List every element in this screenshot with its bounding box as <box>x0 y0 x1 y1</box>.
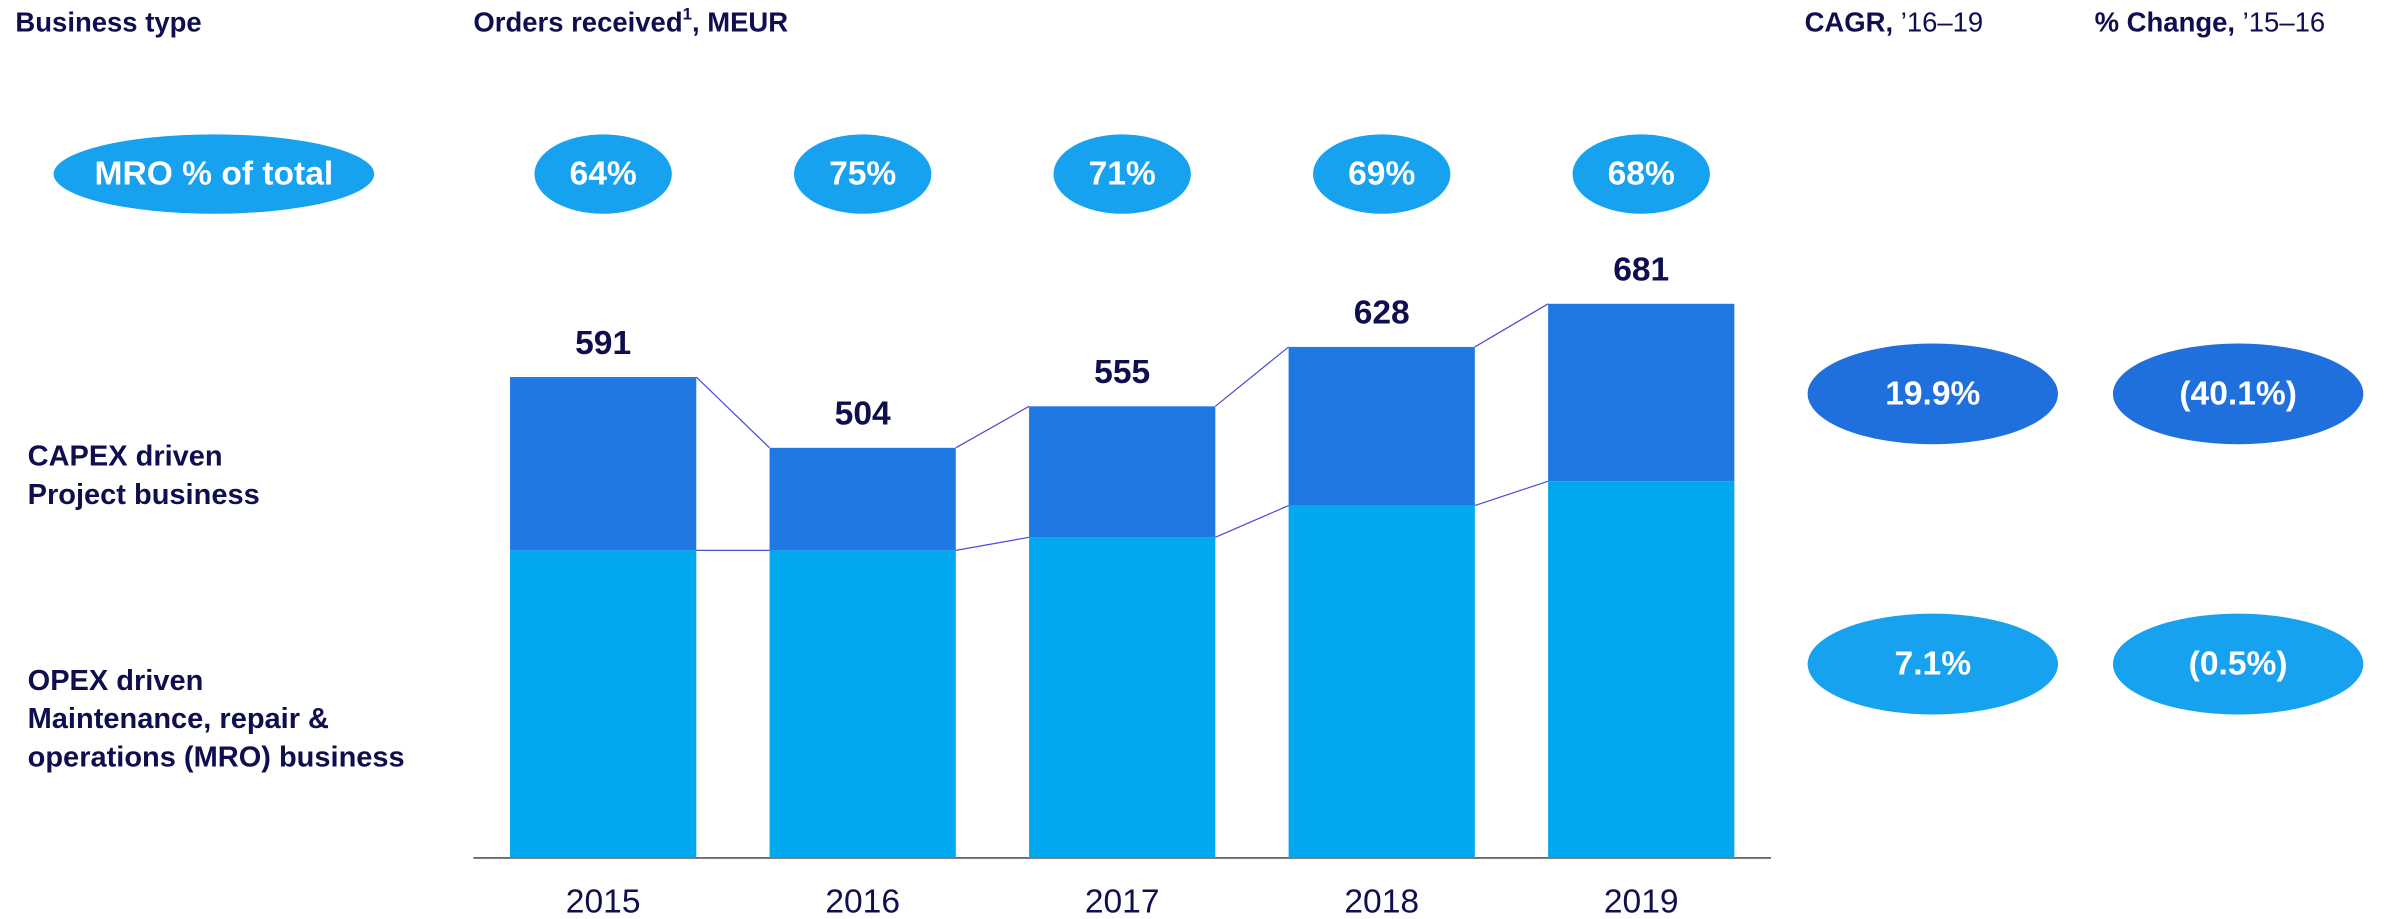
series-label: OPEX driven <box>28 665 204 697</box>
total-label: 504 <box>835 396 891 433</box>
change-label: (40.1%) <box>2179 375 2297 412</box>
total-label: 555 <box>1094 354 1150 391</box>
connector <box>1474 303 1549 348</box>
cagr-pill <box>1807 343 2058 445</box>
x-tick-label: 2019 <box>1604 884 1679 919</box>
connector <box>955 536 1030 551</box>
mro-label: 75% <box>829 155 896 192</box>
x-tick-label: 2018 <box>1344 884 1419 919</box>
total-label: 591 <box>575 325 631 362</box>
connector <box>955 405 1030 449</box>
bar-segment <box>1029 406 1216 538</box>
mro-title-pill <box>53 134 375 214</box>
bar-segment <box>1288 346 1475 506</box>
total-label: 628 <box>1354 295 1410 332</box>
total-label: 681 <box>1613 252 1669 289</box>
header-change: % Change, ’15–16 <box>2095 7 2326 38</box>
mro-label: 69% <box>1348 155 1415 192</box>
series-label: Project business <box>28 479 260 511</box>
mro-label: 68% <box>1608 155 1675 192</box>
series-label: Maintenance, repair & <box>28 703 329 735</box>
mro-title: MRO % of total <box>95 155 334 192</box>
change-label: (0.5%) <box>2189 645 2288 682</box>
mro-label: 71% <box>1089 155 1156 192</box>
bar-segment <box>769 550 956 858</box>
header-change-label: % Change, <box>2095 7 2235 38</box>
header-orders-text: Orders received <box>473 7 682 38</box>
mro-badge <box>1313 134 1451 214</box>
header-change-period: ’15–16 <box>2235 7 2325 38</box>
change-pill <box>2112 343 2364 445</box>
bar-segment <box>1029 537 1216 858</box>
header-cagr-period: ’16–19 <box>1893 7 1983 38</box>
cagr-label: 7.1% <box>1895 645 1972 682</box>
bar-segment <box>1548 303 1735 482</box>
mro-badge <box>534 134 672 214</box>
bar-segment <box>1548 481 1735 858</box>
header-unit: , MEUR <box>692 7 788 38</box>
connector <box>1474 480 1549 507</box>
cagr-label: 19.9% <box>1885 375 1980 412</box>
series-label: CAPEX driven <box>28 441 223 473</box>
header-footnote: 1 <box>683 5 692 24</box>
x-tick-label: 2015 <box>566 884 641 919</box>
bar-segment <box>1288 505 1475 858</box>
series-label: operations (MRO) business <box>28 741 405 773</box>
header-orders: Orders received1, MEUR <box>473 5 788 38</box>
header-cagr: CAGR, ’16–19 <box>1805 7 1984 38</box>
mro-badge <box>1572 134 1710 214</box>
mro-label: 64% <box>570 155 637 192</box>
header-business-type: Business type <box>15 7 201 38</box>
header-cagr-label: CAGR, <box>1805 7 1894 38</box>
connector <box>1214 346 1289 407</box>
bar-segment <box>510 377 697 551</box>
x-tick-label: 2017 <box>1085 884 1160 919</box>
mro-badge <box>1053 134 1191 214</box>
connector <box>1215 505 1289 538</box>
cagr-pill <box>1807 613 2058 715</box>
connector <box>695 376 770 449</box>
mro-badge <box>793 134 932 214</box>
change-pill <box>2112 613 2364 715</box>
x-tick-label: 2016 <box>825 884 900 919</box>
bar-segment <box>769 447 956 551</box>
bar-segment <box>510 550 697 858</box>
